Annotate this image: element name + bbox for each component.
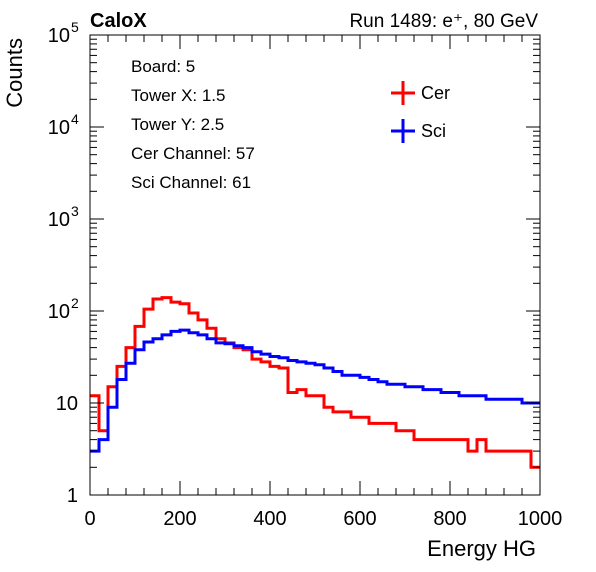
info-line: Cer Channel: 57: [131, 144, 255, 163]
plot-area: [90, 296, 540, 469]
y-tick-exponent: 3: [71, 203, 79, 219]
y-tick-label: 10: [48, 25, 70, 47]
y-axis-label: Counts: [2, 38, 27, 108]
y-tick-label: 1: [67, 485, 78, 507]
x-tick-label: 1000: [518, 508, 563, 530]
y-tick-label: 10: [56, 393, 78, 415]
series-line-sci: [90, 328, 540, 453]
y-tick-label: 10: [48, 117, 70, 139]
info-line: Board: 5: [131, 57, 195, 76]
x-tick-label: 400: [253, 508, 286, 530]
legend-label: Cer: [421, 83, 450, 103]
chart-brand: CaloX: [90, 10, 147, 32]
series-line-cer: [90, 296, 540, 469]
plot-frame: [89, 34, 541, 496]
legend-label: Sci: [421, 121, 446, 141]
chart-run-info: Run 1489: e⁺, 80 GeV: [349, 11, 538, 32]
x-tick-label: 600: [343, 508, 376, 530]
y-tick-exponent: 5: [71, 19, 79, 35]
y-tick-label: 10: [48, 209, 70, 231]
x-tick-label: 200: [163, 508, 196, 530]
x-tick-label: 0: [84, 508, 95, 530]
y-tick-exponent: 4: [71, 111, 79, 127]
info-line: Sci Channel: 61: [131, 173, 251, 192]
x-axis: 0 200 400 600 800 1000: [84, 35, 562, 530]
info-line: Tower Y: 2.5: [131, 115, 224, 134]
info-box: Board: 5 Tower X: 1.5 Tower Y: 2.5 Cer Chan…: [131, 57, 255, 192]
x-axis-label: Energy HG: [427, 536, 536, 561]
legend: Cer Sci: [391, 81, 450, 143]
y-tick-label: 10: [48, 301, 70, 323]
x-tick-label: 800: [433, 508, 466, 530]
info-line: Tower X: 1.5: [131, 86, 226, 105]
y-tick-exponent: 2: [71, 295, 79, 311]
